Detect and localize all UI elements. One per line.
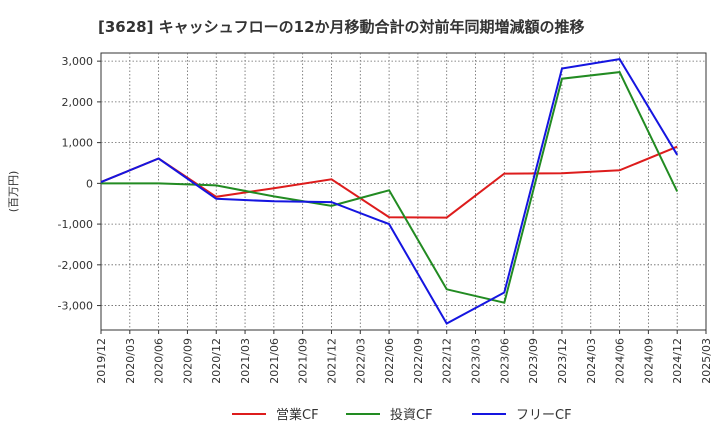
x-tick-label: 2020/12	[210, 338, 223, 384]
x-tick-label: 2021/09	[297, 338, 310, 384]
x-tick-label: 2023/09	[527, 338, 540, 384]
legend-label-0: 営業CF	[276, 407, 319, 423]
x-tick-label: 2021/06	[268, 338, 281, 384]
x-tick-label: 2022/03	[354, 338, 367, 384]
x-tick-label: 2023/03	[470, 338, 483, 384]
y-tick-label: 3,000	[62, 55, 94, 68]
plot-area	[100, 52, 707, 331]
series	[100, 58, 679, 325]
x-tick-label: 2020/09	[181, 338, 194, 384]
x-tick-label: 2025/03	[700, 338, 713, 384]
x-tick-label: 2024/06	[614, 338, 627, 384]
y-tick-label: 2,000	[62, 96, 94, 109]
x-tick-label: 2023/12	[556, 338, 569, 384]
series-line-2	[100, 58, 679, 325]
legend: 営業CF 投資CF フリーCF	[232, 407, 572, 423]
axes: 2019/12 2020/03 2020/06 2020/09 2020/12 2021/…	[7, 55, 713, 384]
x-tick-label: 2023/06	[498, 338, 511, 384]
x-tick-label: 2021/03	[239, 338, 252, 384]
y-tick-label: -2,000	[58, 259, 93, 272]
x-tick-label: 2024/03	[585, 338, 598, 384]
chart-title: [3628] キャッシュフローの12か月移動合計の対前年同期増減額の推移	[98, 18, 585, 36]
x-tick-label: 2021/12	[325, 338, 338, 384]
legend-label-1: 投資CF	[390, 407, 433, 423]
y-tick-label: -1,000	[58, 218, 93, 231]
x-tick-label: 2022/06	[383, 338, 396, 384]
x-tick-label: 2022/09	[412, 338, 425, 384]
y-tick-label: 1,000	[62, 137, 94, 150]
y-axis-label: (百万円)	[7, 171, 20, 213]
x-tick-label: 2019/12	[95, 338, 108, 384]
x-tick-label: 2020/03	[124, 338, 137, 384]
legend-label-2: フリーCF	[516, 408, 572, 423]
x-tick-label: 2022/12	[441, 338, 454, 384]
y-tick-label: -3,000	[58, 300, 93, 313]
grid	[100, 52, 707, 331]
x-tick-label: 2024/09	[642, 338, 655, 384]
x-tick-label: 2020/06	[153, 338, 166, 384]
x-tick-label: 2024/12	[671, 338, 684, 384]
y-tick-label: 0	[86, 177, 93, 190]
